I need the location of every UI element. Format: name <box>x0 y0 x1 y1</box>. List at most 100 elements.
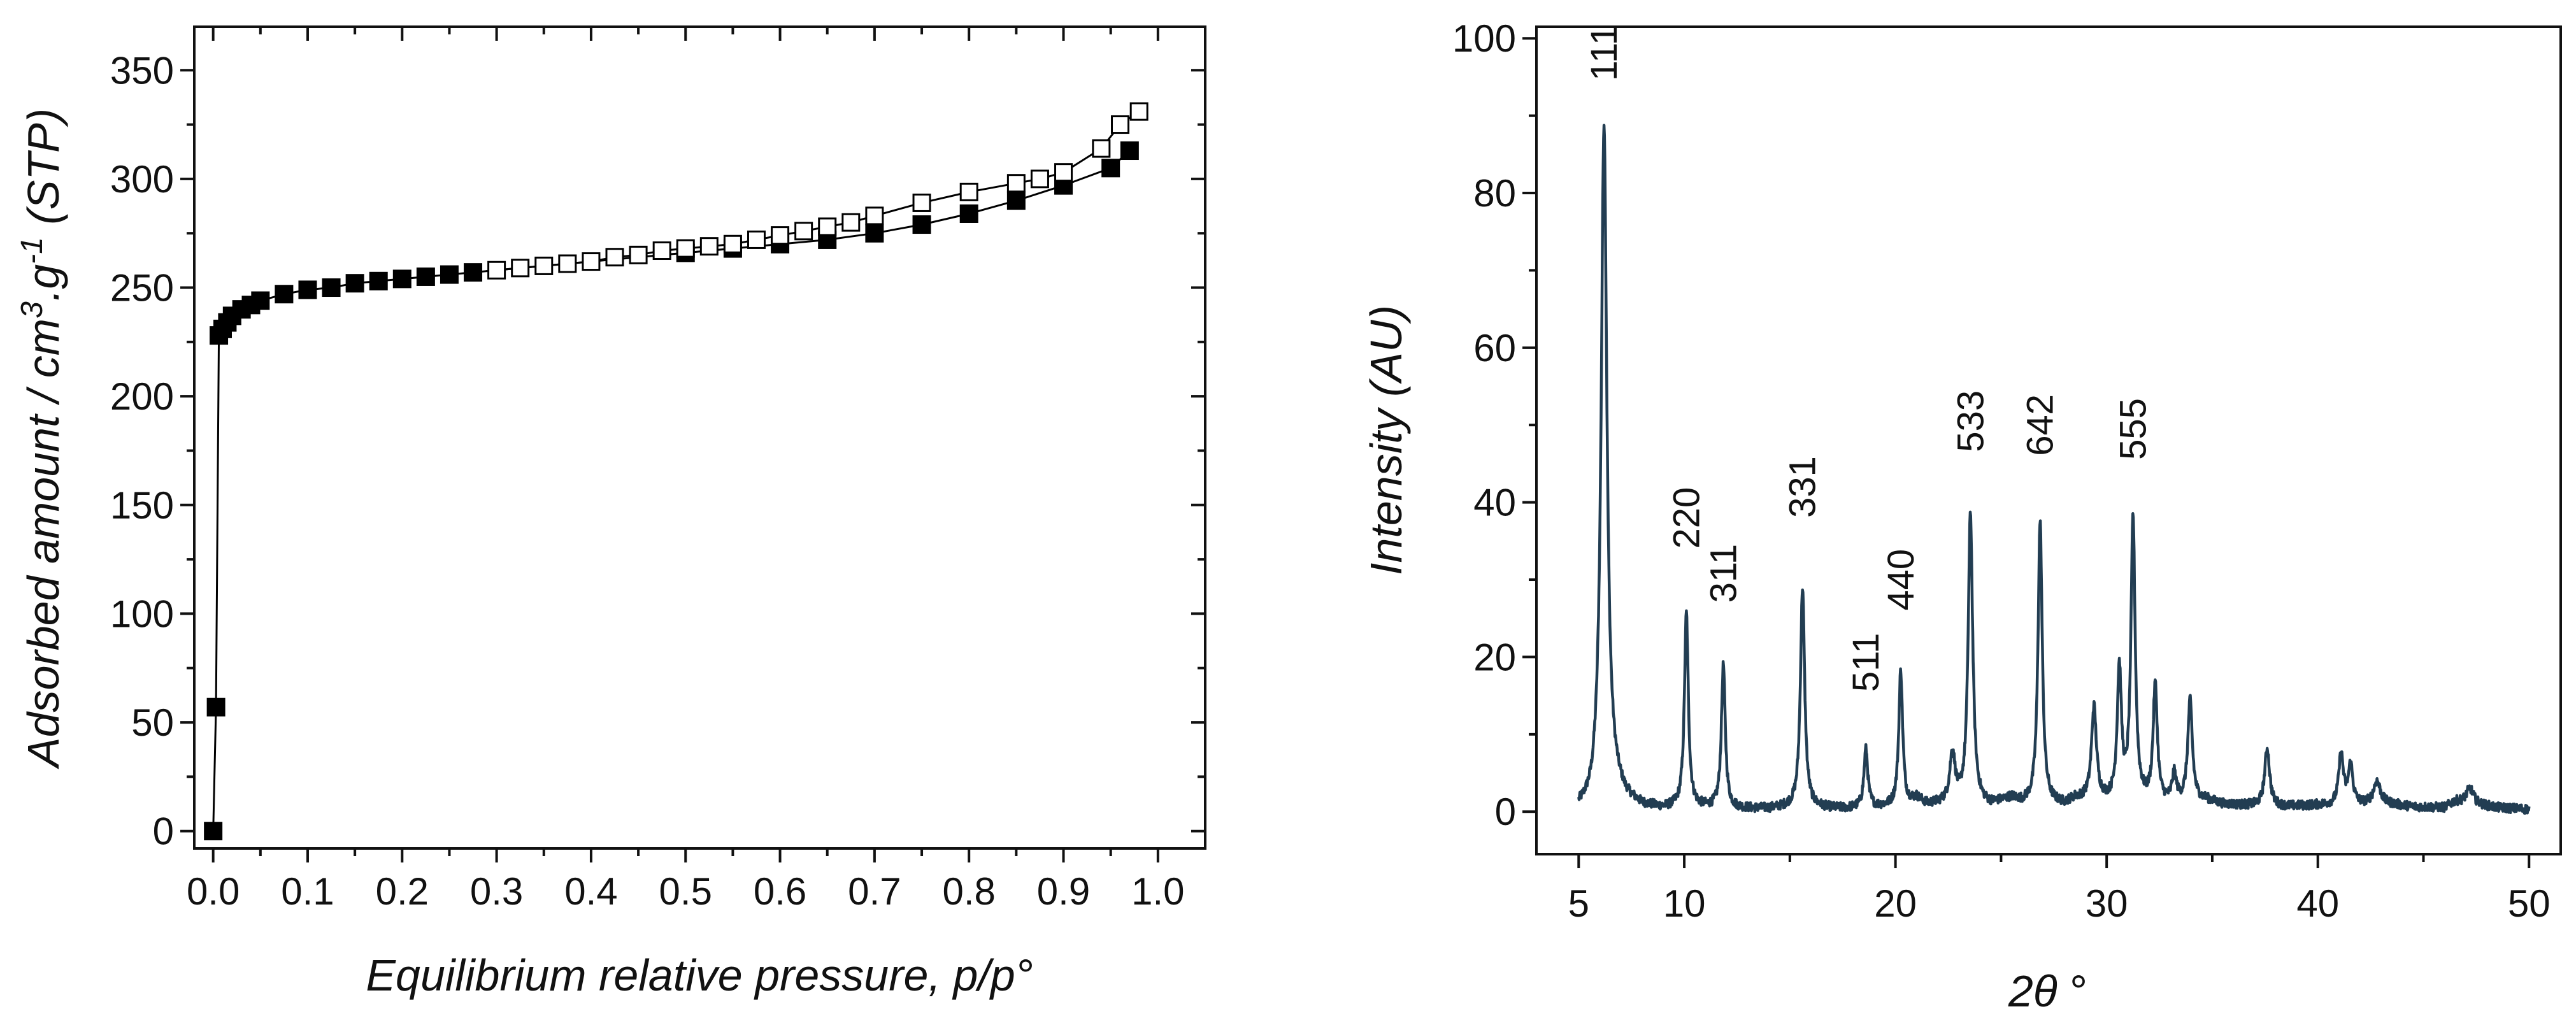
isotherm-x-tick-label: 1.0 <box>1131 870 1184 913</box>
xrd-plot-frame <box>1535 25 2562 855</box>
isotherm-series <box>204 102 1148 841</box>
xrd-y-tick-label: 100 <box>1452 17 1516 60</box>
isotherm-x-tick-label: 0.7 <box>848 870 901 913</box>
xrd-peak-label: 111 <box>1584 25 1625 81</box>
isotherm-y-tick-label: 250 <box>110 267 174 310</box>
desorption-point <box>771 226 790 245</box>
isotherm-x-tick-label: 0.9 <box>1037 870 1090 913</box>
isotherm-x-tick-labels: 0.0 0.1 0.2 0.3 0.4 0.5 0.6 0.7 0.8 0.9 1.0 <box>187 870 1185 913</box>
xrd-y-ticks <box>1522 37 1536 813</box>
xrd-x-tick-label: 30 <box>2086 882 2128 925</box>
adsorption-point <box>392 269 411 289</box>
xrd-y-tick-labels: 0 20 40 60 80 100 <box>1452 17 1516 833</box>
adsorption-point <box>464 263 483 282</box>
isotherm-x-tick-label: 0.5 <box>659 870 712 913</box>
isotherm-y-tick-label: 350 <box>110 49 174 92</box>
desorption-point <box>1054 163 1073 182</box>
isotherm-y-tick-label: 150 <box>110 484 174 527</box>
adsorption-point <box>1101 159 1120 178</box>
isotherm-y-tick-label: 200 <box>110 375 174 418</box>
desorption-point <box>676 239 695 258</box>
desorption-point <box>794 222 813 241</box>
isotherm-chart: 0.0 0.1 0.2 0.3 0.4 0.5 0.6 0.7 0.8 0.9 1.0 0 50 100… <box>15 25 1206 1000</box>
desorption-point <box>1111 115 1130 134</box>
adsorption-point <box>1120 141 1139 161</box>
xrd-x-ticks <box>1577 854 2531 868</box>
xrd-x-tick-labels: 5 10 20 30 40 50 <box>1568 882 2551 925</box>
xrd-pattern-line <box>1577 124 2531 815</box>
xrd-x-tick-label: 40 <box>2296 882 2339 925</box>
desorption-point <box>534 256 554 275</box>
isotherm-y-tick-label: 0 <box>153 810 174 853</box>
desorption-point <box>487 261 506 280</box>
xrd-x-tick-label: 50 <box>2508 882 2551 925</box>
desorption-point <box>629 245 648 264</box>
desorption-point <box>747 230 766 249</box>
xrd-peak-label: 440 <box>1880 549 1922 611</box>
isotherm-x-tick-label: 0.1 <box>281 870 334 913</box>
adsorption-point <box>275 285 294 304</box>
xrd-peak-label: 642 <box>2020 394 2061 456</box>
desorption-point <box>1030 169 1049 189</box>
isotherm-y-axis-title: Adsorbed amount / cm3.g-1 (STP) <box>15 108 68 769</box>
desorption-point <box>652 241 671 261</box>
isotherm-x-tick-label: 0.2 <box>376 870 429 913</box>
adsorption-point <box>912 215 931 234</box>
desorption-point <box>912 193 931 212</box>
xrd-peak-label: 555 <box>2113 398 2154 460</box>
desorption-point <box>1129 102 1148 121</box>
adsorption-point <box>345 274 364 293</box>
xrd-peak-label: 220 <box>1666 487 1707 549</box>
xrd-y-tick-label: 40 <box>1473 482 1516 524</box>
xrd-y-tick-label: 20 <box>1473 636 1516 678</box>
desorption-point <box>511 259 530 278</box>
xrd-x-tick-label: 10 <box>1663 882 1706 925</box>
desorption-point <box>699 237 719 256</box>
adsorption-point <box>204 822 223 841</box>
desorption-point <box>582 252 601 271</box>
isotherm-y-title-superscript-2: -1 <box>15 237 49 264</box>
xrd-x-tick-label: 5 <box>1568 882 1589 925</box>
xrd-y-axis-title: Intensity (AU) <box>1361 305 1411 575</box>
isotherm-y-tick-label: 100 <box>110 592 174 635</box>
desorption-point <box>605 248 624 267</box>
isotherm-x-tick-label: 0.3 <box>470 870 523 913</box>
xrd-x-axis-title: 2θ ° <box>2008 966 2087 1016</box>
isotherm-y-tick-label: 50 <box>131 701 174 744</box>
isotherm-x-axis-title: Equilibrium relative pressure, p/p° <box>366 950 1033 1000</box>
xrd-peak-label: 311 <box>1703 544 1744 603</box>
isotherm-x-tick-label: 0.0 <box>187 870 240 913</box>
desorption-point <box>959 182 978 201</box>
adsorption-point <box>206 697 225 717</box>
adsorption-point <box>440 265 459 284</box>
xrd-y-tick-label: 0 <box>1495 790 1516 833</box>
isotherm-plot-frame <box>193 25 1206 850</box>
xrd-y-tick-label: 80 <box>1473 172 1516 215</box>
xrd-peak-label: 331 <box>1782 456 1824 518</box>
isotherm-y-tick-labels: 0 50 100 150 200 250 300 350 <box>110 49 174 852</box>
adsorption-point <box>416 267 435 286</box>
xrd-peak-label: 511 <box>1845 633 1887 692</box>
isotherm-x-tick-label: 0.8 <box>942 870 995 913</box>
adsorption-line <box>212 150 1131 831</box>
adsorption-point <box>298 280 317 299</box>
isotherm-x-tick-label: 0.4 <box>564 870 617 913</box>
isotherm-x-tick-label: 0.6 <box>754 870 806 913</box>
isotherm-y-ticks <box>180 69 1205 833</box>
desorption-point <box>818 217 837 236</box>
xrd-y-tick-label: 60 <box>1473 327 1516 369</box>
adsorption-point <box>251 291 270 310</box>
isotherm-y-title-superscript-1: 3 <box>15 301 49 318</box>
desorption-point <box>723 234 742 254</box>
desorption-line <box>496 110 1140 271</box>
desorption-point <box>865 206 884 225</box>
adsorption-point <box>959 204 978 223</box>
adsorption-point <box>322 278 341 297</box>
adsorption-point <box>865 224 884 243</box>
desorption-point <box>558 254 577 273</box>
desorption-point <box>841 213 861 232</box>
xrd-x-tick-label: 20 <box>1874 882 1917 925</box>
